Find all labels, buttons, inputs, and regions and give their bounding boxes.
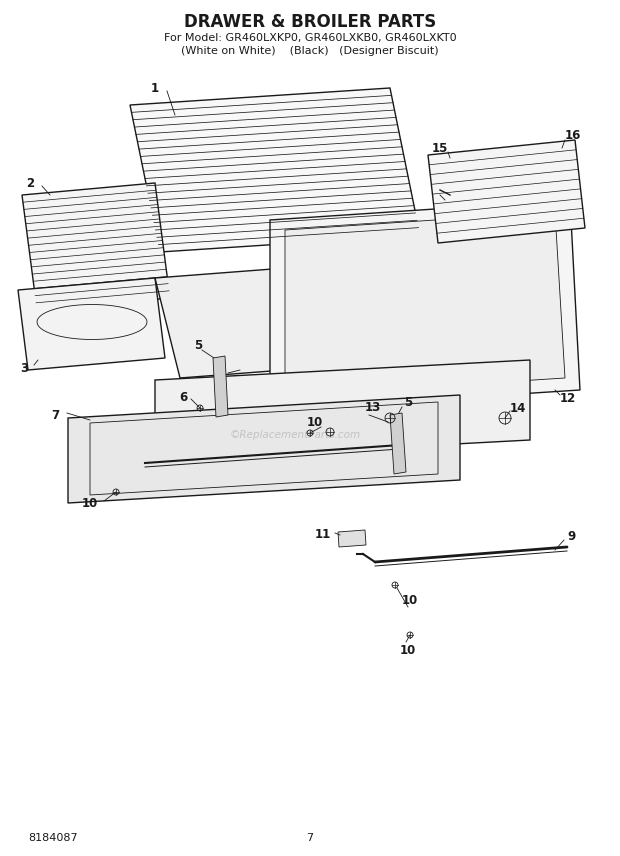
Text: 7: 7 xyxy=(306,833,314,843)
Polygon shape xyxy=(155,360,530,460)
Text: 15: 15 xyxy=(432,141,448,154)
Text: 12: 12 xyxy=(560,391,576,405)
Text: 14: 14 xyxy=(510,401,526,414)
Text: 1: 1 xyxy=(151,81,159,94)
Polygon shape xyxy=(285,212,565,396)
Polygon shape xyxy=(338,530,366,547)
Text: 5: 5 xyxy=(194,338,202,352)
Text: 2: 2 xyxy=(26,176,34,189)
Text: 10: 10 xyxy=(82,496,98,509)
Text: ©ReplacementParts.com: ©ReplacementParts.com xyxy=(229,430,361,440)
Polygon shape xyxy=(22,183,170,310)
Polygon shape xyxy=(428,140,585,243)
Polygon shape xyxy=(155,260,415,378)
Text: 10: 10 xyxy=(400,644,416,657)
Text: 13: 13 xyxy=(365,401,381,413)
Polygon shape xyxy=(130,88,420,252)
Polygon shape xyxy=(213,356,228,417)
Polygon shape xyxy=(68,395,460,503)
Polygon shape xyxy=(18,278,165,370)
Text: 8184087: 8184087 xyxy=(28,833,78,843)
Text: For Model: GR460LXKP0, GR460LXKB0, GR460LXKT0: For Model: GR460LXKP0, GR460LXKB0, GR460… xyxy=(164,33,456,43)
Text: 9: 9 xyxy=(568,531,576,544)
Text: 3: 3 xyxy=(20,361,28,375)
Text: DRAWER & BROILER PARTS: DRAWER & BROILER PARTS xyxy=(184,13,436,31)
Polygon shape xyxy=(270,200,580,410)
Text: 10: 10 xyxy=(402,593,418,607)
Text: 6: 6 xyxy=(179,390,187,403)
Text: 5: 5 xyxy=(404,395,412,408)
Text: 16: 16 xyxy=(565,128,581,141)
Text: 11: 11 xyxy=(315,528,331,542)
Text: 10: 10 xyxy=(307,415,323,429)
Text: 7: 7 xyxy=(51,408,59,421)
Polygon shape xyxy=(390,413,406,474)
Text: (White on White)    (Black)   (Designer Biscuit): (White on White) (Black) (Designer Biscu… xyxy=(181,46,439,56)
Text: 4: 4 xyxy=(216,368,224,382)
